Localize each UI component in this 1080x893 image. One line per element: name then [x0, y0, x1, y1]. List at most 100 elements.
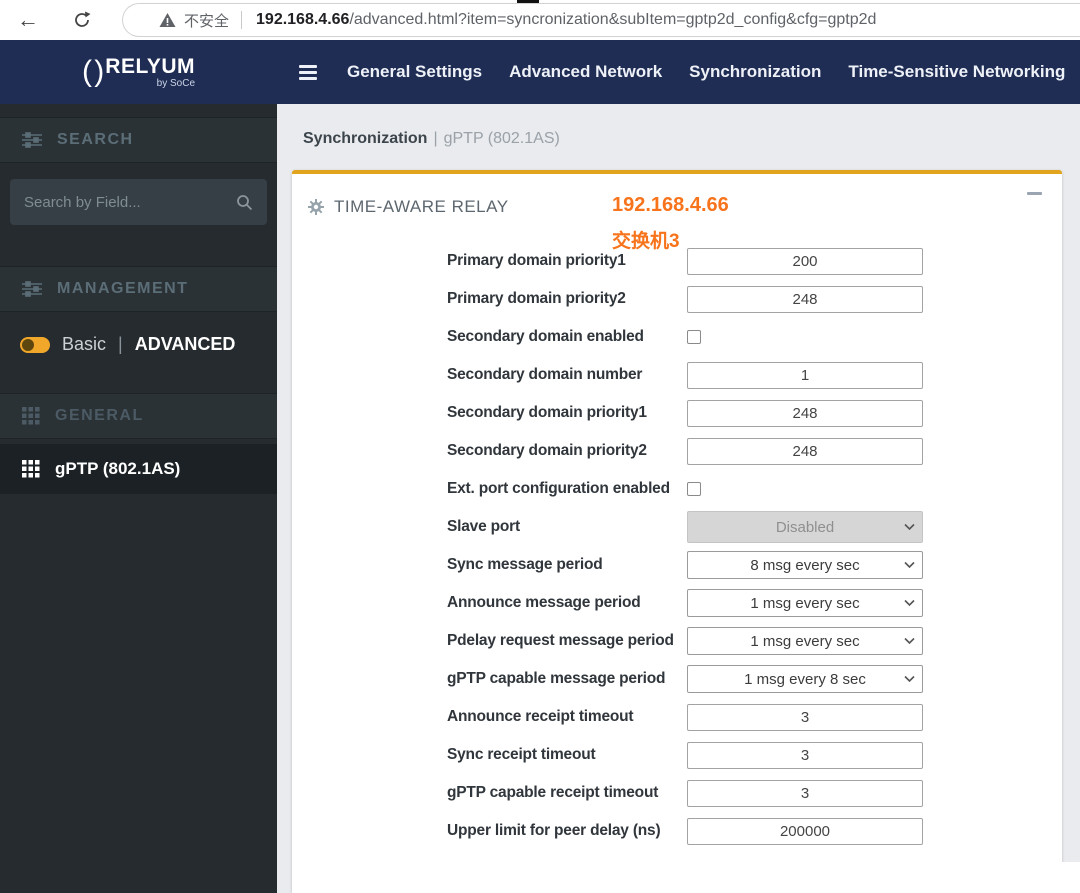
primary-domain-priority1-input[interactable] — [687, 247, 923, 275]
bottom-right-patch — [1062, 862, 1080, 893]
logo-block: ( ) RELYUM by SoCe — [0, 55, 277, 89]
reload-icon — [75, 11, 91, 27]
announce-message-period-select[interactable]: 1 msg every sec — [687, 589, 923, 617]
relyum-logo-icon: ( ) — [81, 55, 104, 88]
field-label-sync-receipt-timeout: Sync receipt timeout — [447, 746, 596, 763]
url-path: /advanced.html?item=syncronization&subIt… — [349, 11, 877, 28]
secondary-domain-priority2-input[interactable] — [687, 437, 923, 465]
url-host: 192.168.4.66 — [256, 11, 350, 28]
nav-menu: General Settings Advanced Network Synchron… — [347, 62, 1065, 82]
announce-receipt-timeout-input[interactable] — [687, 703, 923, 731]
nav-item-time-sensitive-networking[interactable]: Time-Sensitive Networking — [848, 62, 1066, 81]
nav-item-synchronization[interactable]: Synchronization — [689, 62, 822, 81]
annotation-device-label: 交换机3 — [612, 231, 680, 252]
upper-limit-for-peer-delay-ns-input[interactable] — [687, 817, 923, 845]
form-row-secondary-domain-priority2: Secondary domain priority2 — [292, 432, 1062, 470]
form-row-secondary-domain-enabled: Secondary domain enabled — [292, 318, 1062, 356]
grid-icon — [22, 460, 40, 478]
sync-receipt-timeout-input[interactable] — [687, 741, 923, 769]
toggle-knob — [22, 338, 34, 351]
announce-message-period-selected-value: 1 msg every sec — [750, 594, 860, 612]
secondary-domain-enabled-checkbox[interactable] — [687, 330, 701, 344]
time-aware-relay-panel: TIME-AWARE RELAY 192.168.4.66 交换机3 Prima… — [292, 170, 1062, 893]
breadcrumb-primary: Synchronization — [303, 130, 428, 147]
ext-port-configuration-enabled-checkbox[interactable] — [687, 482, 701, 496]
form-row-pdelay-request-message-period: Pdelay request message period 1 msg every… — [292, 622, 1062, 660]
panel-title: TIME-AWARE RELAY — [334, 197, 509, 216]
chevron-down-icon — [904, 523, 915, 531]
gptp-config-form: Primary domain priority1 Primary domain p… — [292, 242, 1062, 850]
nav-item-advanced-network[interactable]: Advanced Network — [509, 62, 663, 81]
panel-header: TIME-AWARE RELAY — [292, 174, 1062, 220]
mode-toggle[interactable] — [20, 336, 50, 353]
breadcrumb-secondary: gPTP (802.1AS) — [443, 130, 560, 147]
sidebar-section-general: GENERAL — [0, 393, 277, 439]
form-row-gptp-capable-message-period: gPTP capable message period 1 msg every 8… — [292, 660, 1062, 698]
secondary-domain-number-input[interactable] — [687, 361, 923, 389]
security-warning-icon[interactable] — [159, 12, 176, 28]
nav-item-general-settings[interactable]: General Settings — [347, 62, 483, 81]
chevron-down-icon — [904, 637, 915, 645]
toggle-advanced-label: ADVANCED — [134, 334, 236, 354]
slave-port-select: Disabled — [687, 511, 923, 543]
logo-subtext: by SoCe — [156, 77, 196, 89]
browser-chrome: ← 不安全 192.168.4.66/advanced.html?item=sy… — [0, 0, 1080, 40]
form-row-secondary-domain-number: Secondary domain number — [292, 356, 1062, 394]
pdelay-request-message-period-select[interactable]: 1 msg every sec — [687, 627, 923, 655]
sync-message-period-selected-value: 8 msg every sec — [750, 556, 860, 574]
toggle-separator: | — [118, 334, 123, 354]
address-bar[interactable]: 不安全 192.168.4.66/advanced.html?item=sync… — [122, 3, 1080, 37]
form-row-ext-port-configuration-enabled: Ext. port configuration enabled — [292, 470, 1062, 508]
form-row-primary-domain-priority1: Primary domain priority1 — [292, 242, 1062, 280]
browser-reload-button[interactable] — [66, 4, 98, 36]
grid-icon — [22, 407, 40, 425]
form-row-upper-limit-for-peer-delay-ns: Upper limit for peer delay (ns) — [292, 812, 1062, 850]
field-label-announce-receipt-timeout: Announce receipt timeout — [447, 708, 634, 725]
field-label-announce-message-period: Announce message period — [447, 594, 641, 611]
field-label-gptp-capable-message-period: gPTP capable message period — [447, 670, 666, 687]
security-warning-label: 不安全 — [184, 12, 230, 30]
search-icon[interactable] — [236, 194, 253, 211]
gptp-capable-message-period-select[interactable]: 1 msg every 8 sec — [687, 665, 923, 693]
form-row-sync-receipt-timeout: Sync receipt timeout — [292, 736, 1062, 774]
field-label-secondary-domain-enabled: Secondary domain enabled — [447, 328, 644, 345]
sidebar-item-gptp-label: gPTP (802.1AS) — [55, 459, 181, 478]
sliders-icon — [22, 132, 42, 148]
toggle-basic-label: Basic — [62, 334, 107, 354]
browser-back-button[interactable]: ← — [17, 7, 39, 32]
field-label-gptp-capable-receipt-timeout: gPTP capable receipt timeout — [447, 784, 659, 801]
sidebar: SEARCH MANAGEMENT Basic | ADVANCED — [0, 104, 277, 893]
sync-message-period-select[interactable]: 8 msg every sec — [687, 551, 923, 579]
sliders-icon — [22, 281, 42, 297]
form-row-gptp-capable-receipt-timeout: gPTP capable receipt timeout — [292, 774, 1062, 812]
gptp-capable-receipt-timeout-input[interactable] — [687, 779, 923, 807]
breadcrumb: Synchronization | gPTP (802.1AS) — [277, 104, 1080, 148]
form-row-announce-receipt-timeout: Announce receipt timeout — [292, 698, 1062, 736]
field-label-primary-domain-priority1: Primary domain priority1 — [447, 252, 626, 269]
chevron-down-icon — [904, 561, 915, 569]
hamburger-menu-icon[interactable] — [299, 64, 317, 80]
field-label-slave-port: Slave port — [447, 518, 520, 535]
sidebar-section-search: SEARCH — [0, 117, 277, 163]
sidebar-general-header: GENERAL — [55, 407, 144, 424]
top-navbar: ( ) RELYUM by SoCe General Settings Advan… — [0, 40, 1080, 104]
sidebar-item-gptp[interactable]: gPTP (802.1AS) — [0, 444, 277, 494]
collapse-panel-button[interactable] — [1027, 192, 1042, 195]
basic-advanced-toggle-row[interactable]: Basic | ADVANCED — [0, 312, 277, 381]
field-label-upper-limit-for-peer-delay-ns: Upper limit for peer delay (ns) — [447, 822, 661, 839]
field-label-secondary-domain-priority1: Secondary domain priority1 — [447, 404, 647, 421]
main-content: Synchronization | gPTP (802.1AS) TIME-AWAR… — [277, 104, 1080, 893]
field-label-ext-port-configuration-enabled: Ext. port configuration enabled — [447, 480, 670, 497]
secondary-domain-priority1-input[interactable] — [687, 399, 923, 427]
slave-port-selected-value: Disabled — [775, 518, 835, 536]
sidebar-search-box[interactable] — [10, 179, 267, 225]
primary-domain-priority2-input[interactable] — [687, 285, 923, 313]
form-row-announce-message-period: Announce message period 1 msg every sec — [292, 584, 1062, 622]
pdelay-request-message-period-selected-value: 1 msg every sec — [750, 632, 860, 650]
chevron-down-icon — [904, 675, 915, 683]
breadcrumb-separator: | — [433, 130, 438, 147]
field-label-secondary-domain-number: Secondary domain number — [447, 366, 643, 383]
search-input[interactable] — [24, 193, 236, 211]
field-label-pdelay-request-message-period: Pdelay request message period — [447, 632, 674, 649]
logo-text: RELYUM — [105, 54, 196, 78]
